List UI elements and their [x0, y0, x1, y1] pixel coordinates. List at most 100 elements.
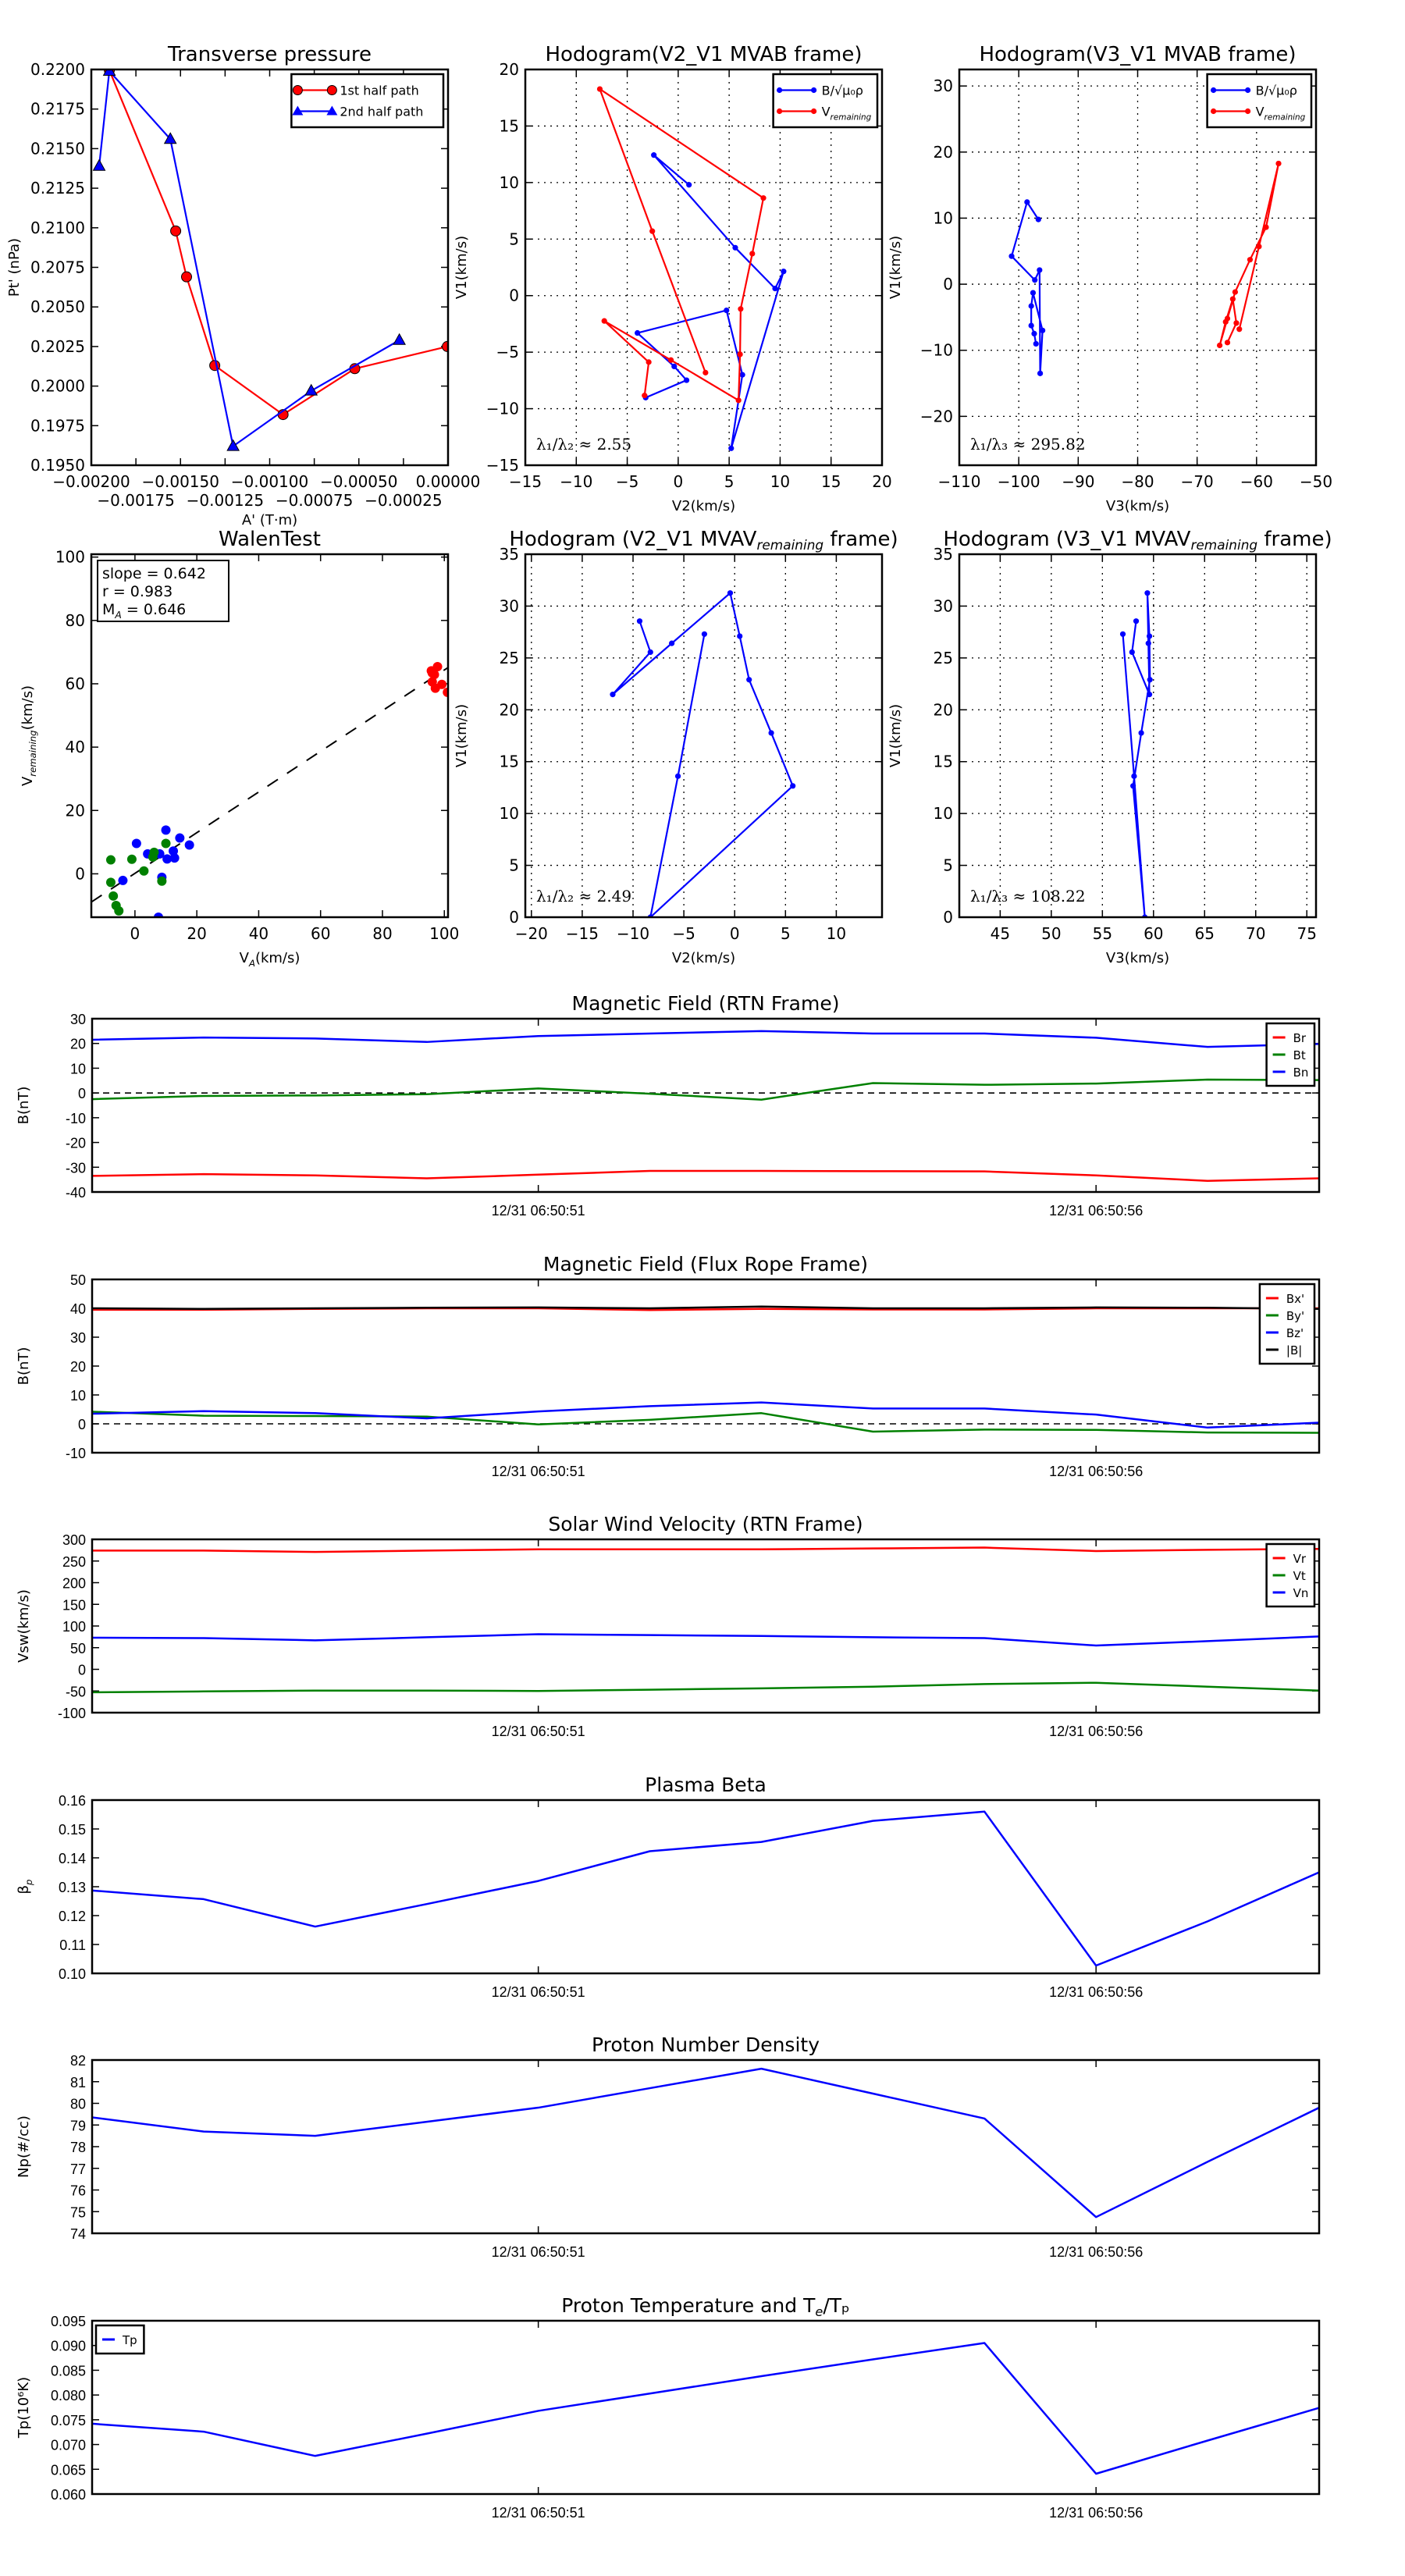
legend-label: Vremaining	[1256, 105, 1306, 123]
y-tick-label: 100	[55, 548, 85, 567]
y-tick-label: 10	[70, 1388, 86, 1404]
y-tick-label: -100	[58, 1706, 86, 1721]
y-tick-label: 60	[66, 674, 85, 693]
data-point	[1037, 370, 1044, 376]
x-tick-label: −10	[617, 924, 649, 943]
data-point	[649, 228, 656, 234]
y-tick-label: 76	[70, 2183, 86, 2199]
y-tick-label: 0.075	[51, 2413, 86, 2428]
y-axis-label: Vsw(km/s)	[16, 1589, 32, 1663]
data-point	[1040, 327, 1046, 333]
stats-box-frame	[97, 560, 229, 622]
chart-title: WalenTest	[219, 528, 321, 551]
data-point	[667, 357, 674, 363]
x-tick-label: 5	[724, 472, 735, 491]
y-tick-label: 82	[70, 2053, 86, 2069]
legend-item: Vn	[1272, 1586, 1308, 1600]
legend-label: 1st half path	[340, 84, 418, 98]
legend-item: Tp	[102, 2333, 137, 2347]
axes-frame	[91, 1278, 1321, 1454]
legend-marker	[1245, 87, 1251, 94]
x-tick-label: −0.00025	[365, 491, 442, 510]
y-axis-label-suffix: (km/s)	[20, 685, 36, 730]
series-vremaining	[596, 86, 767, 404]
data-point	[1222, 318, 1229, 325]
x-axis-label-main: V	[240, 950, 250, 966]
series-np	[92, 2067, 1319, 2218]
y-tick-label: −5	[496, 343, 519, 361]
legend-item: B/√μ₀ρ	[777, 84, 863, 98]
series-line	[92, 1030, 1319, 1048]
chart-title-subscript: e	[815, 2304, 823, 2319]
legend-marker	[292, 105, 304, 116]
legend-marker	[777, 108, 783, 115]
data-point	[1033, 340, 1039, 347]
data-point	[642, 393, 648, 399]
y-tick-label: 5	[943, 856, 953, 875]
data-point	[772, 285, 778, 292]
scatter-point	[105, 855, 116, 865]
x-tick-label: −90	[1062, 472, 1094, 491]
x-axis-label-suffix: (km/s)	[255, 950, 300, 966]
y-tick-label: 35	[934, 545, 953, 564]
series-vr	[92, 1546, 1319, 1553]
y-tick-label: 20	[934, 143, 953, 162]
y-tick-label: 250	[62, 1554, 86, 1570]
data-point	[1008, 253, 1015, 259]
series-vremaining	[1217, 160, 1282, 349]
data-point	[1129, 649, 1135, 656]
legend-marker	[326, 105, 338, 116]
x-tick-label: −60	[1240, 472, 1273, 491]
data-point	[304, 383, 318, 396]
stats-line: r = 0.983	[102, 583, 173, 600]
eigenvalue-ratio-annotation: λ₁/λ₃ ≈ 108.22	[970, 887, 1086, 906]
x-tick-label: −15	[509, 472, 542, 491]
legend-marker	[777, 87, 783, 94]
chart-magnetic-field-flux-rope: 12/31 06:50:51 12/31 06:50:56 -10 0 10 20 30 40…	[16, 1253, 1321, 1479]
y-tick-label: 10	[934, 208, 953, 227]
legend-label: B/√μ₀ρ	[1256, 84, 1297, 98]
x-tick-label: −70	[1181, 472, 1214, 491]
y-tick-label: 79	[70, 2118, 86, 2133]
series-tp	[92, 2342, 1319, 2475]
x-tick-label: −110	[938, 472, 981, 491]
y-axis-label: V1(km/s)	[887, 704, 904, 767]
y-tick-label: 0.11	[59, 1937, 86, 1953]
y-tick-label: −15	[486, 456, 519, 475]
y-tick-label: 0.1950	[30, 456, 85, 475]
x-axis-label: A' (T·m)	[242, 512, 297, 528]
x-tick-label: −5	[672, 924, 695, 943]
plot-area	[92, 1546, 1319, 1694]
scatter-point	[161, 825, 171, 835]
data-point	[163, 132, 177, 144]
legend-label: Tp	[122, 2333, 137, 2347]
y-tick-label: 0	[943, 275, 953, 294]
series-line	[92, 1681, 1319, 1694]
x-tick-label: 12/31 06:50:51	[492, 1203, 585, 1219]
legend-item: 2nd half path	[292, 105, 423, 119]
plot-area	[1119, 590, 1153, 917]
y-tick-label: 10	[500, 804, 519, 823]
data-point	[1232, 289, 1239, 295]
legend-marker	[811, 87, 817, 94]
chart-title: Hodogram (V3_V1 MVAVremaining frame)	[943, 528, 1332, 553]
series-line	[92, 1633, 1319, 1647]
legend-item: Br	[1272, 1031, 1307, 1045]
legend-marker	[1245, 108, 1251, 115]
y-tick-label: 30	[500, 596, 519, 615]
chart-title: Hodogram(V3_V1 MVAB frame)	[979, 43, 1296, 66]
chart-title: Proton Temperature and Te/Tₚ	[561, 2294, 850, 2319]
stats-line-main: M	[102, 601, 115, 618]
data-point	[1263, 224, 1269, 230]
chart-title-main: Hodogram (V3_V1 MVAV	[943, 528, 1190, 551]
legend-item: Bz'	[1265, 1326, 1304, 1340]
y-tick-label: 74	[70, 2226, 86, 2242]
legend-marker	[1211, 87, 1217, 94]
data-point	[732, 244, 738, 251]
x-tick-label: 0	[130, 924, 140, 943]
x-tick-label: 60	[1144, 924, 1163, 943]
data-point	[226, 439, 240, 451]
legend: 1st half path 2nd half path	[290, 73, 445, 129]
data-point	[1024, 199, 1030, 205]
